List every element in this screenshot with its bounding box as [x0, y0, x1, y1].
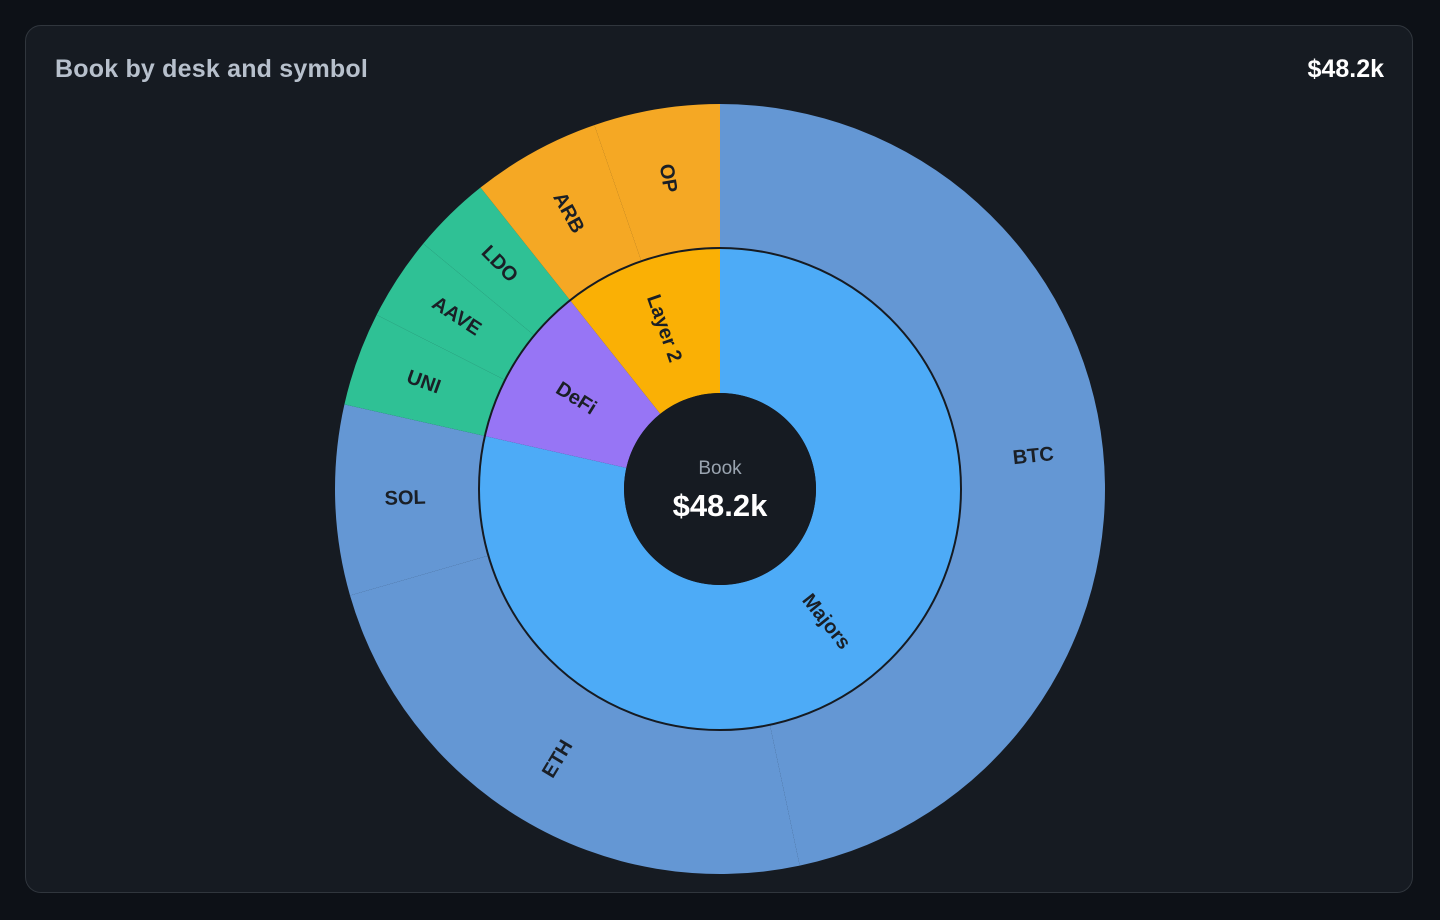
symbol-label-op: OP [655, 162, 681, 194]
symbol-segment-uni[interactable] [344, 314, 506, 437]
symbol-label-sol: SOL [384, 487, 426, 510]
symbol-segment-arb[interactable] [480, 125, 642, 301]
total-value: $48.2k [1307, 55, 1384, 83]
center-hole [624, 393, 816, 585]
symbol-label-btc: BTC [1012, 443, 1055, 469]
center-caption: Book [698, 458, 742, 479]
center-value: $48.2k [673, 488, 769, 523]
symbol-segment-ldo[interactable] [423, 187, 571, 336]
desk-segment-layer-2[interactable] [570, 248, 720, 414]
symbol-segment-op[interactable] [594, 104, 720, 262]
desk-segment-defi[interactable] [484, 300, 661, 468]
chart-title: Book by desk and symbol [55, 55, 369, 83]
outer-ring [335, 104, 1105, 874]
desk-segment-majors[interactable] [479, 248, 962, 731]
symbol-segment-btc[interactable] [720, 104, 1105, 866]
symbol-segment-aave[interactable] [376, 243, 535, 381]
symbol-segment-sol[interactable] [335, 404, 489, 596]
symbol-segment-eth[interactable] [350, 555, 800, 874]
ring-separator [478, 247, 962, 731]
inner-ring [478, 247, 962, 731]
